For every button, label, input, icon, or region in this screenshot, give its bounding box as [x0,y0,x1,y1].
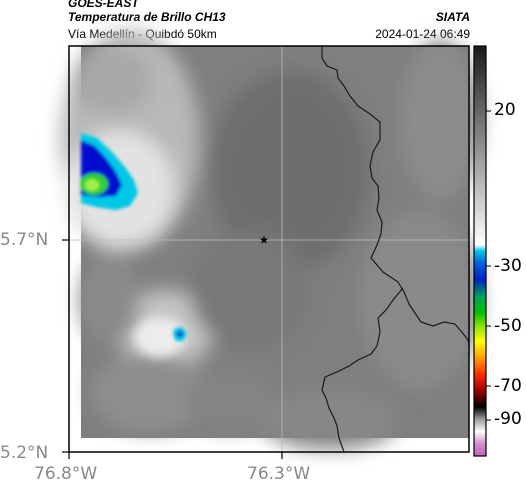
source-label: SIATA [435,10,470,24]
lon-label-76-3: 76.3°W [247,464,311,484]
colorbar-label-neg70: -70 [494,376,522,396]
map-frame [68,45,470,453]
graticule [69,46,469,452]
satellite-title: GOES-EAST [68,0,139,10]
brightness-temperature-field [60,30,480,450]
axis-ticks [62,239,283,459]
department-border [321,46,470,343]
colorbar [473,45,491,457]
lat-label-5-7: 5.7°N [0,230,49,250]
lat-label-5-2: 5.2°N [0,443,49,463]
star-icon [259,235,269,244]
colorbar-label-20: 20 [494,100,516,120]
department-border-south [321,287,404,453]
product-title: Temperatura de Brillo CH13 [68,10,226,24]
colorbar-label-neg30: -30 [494,256,522,276]
colorbar-label-neg50: -50 [494,316,522,336]
lon-label-76-8: 76.8°W [34,464,98,484]
colorbar-label-neg90: -90 [494,409,522,429]
datetime-label: 2024-01-24 06:49 [375,27,470,41]
